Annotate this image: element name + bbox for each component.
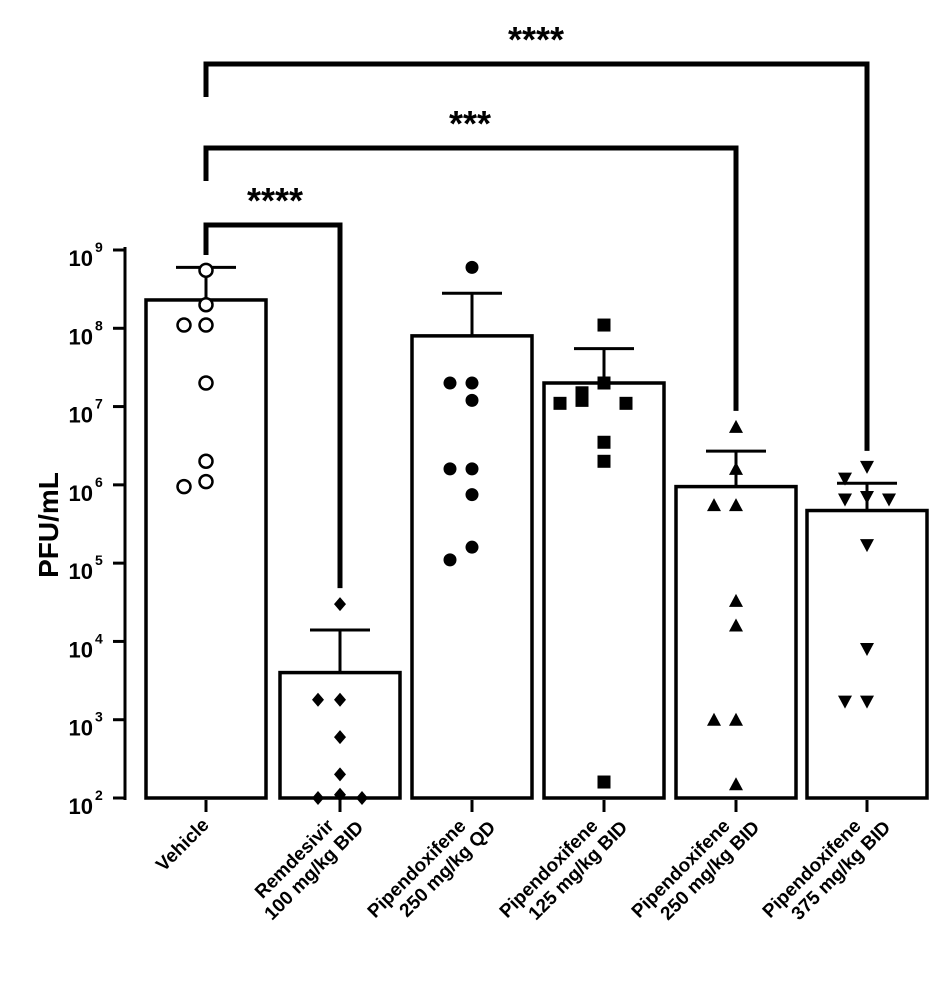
data-point <box>598 436 611 449</box>
y-tick-label: 10 <box>69 324 93 349</box>
y-tick-exponent: 5 <box>95 552 103 568</box>
data-point <box>620 397 633 410</box>
data-point <box>729 420 743 433</box>
data-point <box>200 475 213 488</box>
data-point <box>178 480 191 493</box>
significance-bracket <box>206 64 867 451</box>
data-point <box>200 298 213 311</box>
bar <box>676 487 796 798</box>
y-tick-label: 10 <box>69 481 93 506</box>
data-point <box>576 394 589 407</box>
y-tick-exponent: 9 <box>95 239 103 255</box>
data-point <box>882 494 896 507</box>
x-tick-label: Pipendoxifene375 mg/kg BID <box>759 802 895 938</box>
data-point <box>466 462 479 475</box>
x-tick-label: Pipendoxifene125 mg/kg BID <box>496 802 632 938</box>
data-point <box>334 597 346 611</box>
significance-label: *** <box>449 103 491 144</box>
y-tick-exponent: 6 <box>95 474 103 490</box>
data-point <box>860 491 874 504</box>
x-tick-label: Pipendoxifene250 mg/kg QD <box>364 802 500 938</box>
data-point <box>598 319 611 332</box>
data-point <box>729 462 743 475</box>
y-tick-label: 10 <box>69 559 93 584</box>
y-tick-exponent: 4 <box>95 630 103 646</box>
data-point <box>466 488 479 501</box>
y-tick-label: 10 <box>69 637 93 662</box>
data-point <box>444 377 457 390</box>
x-ticks: VehicleRemdesivir100 mg/kg BIDPipendoxif… <box>152 800 895 938</box>
data-point <box>838 494 852 507</box>
y-tick-exponent: 7 <box>95 396 103 412</box>
data-point <box>200 264 213 277</box>
x-tick-label: Remdesivir100 mg/kg BID <box>245 802 368 925</box>
data-point <box>466 377 479 390</box>
x-tick-label: Pipendoxifene250 mg/kg BID <box>628 802 764 938</box>
data-point <box>200 455 213 468</box>
significance-label: **** <box>247 180 303 221</box>
y-tick-exponent: 3 <box>95 709 103 725</box>
data-point <box>444 462 457 475</box>
data-point <box>200 377 213 390</box>
y-tick-label: 10 <box>69 246 93 271</box>
y-tick-label: 10 <box>69 794 93 819</box>
y-tick-label: 10 <box>69 716 93 741</box>
y-axis-label: PFU/mL <box>33 472 64 578</box>
data-point <box>466 261 479 274</box>
data-point <box>466 394 479 407</box>
bars <box>146 300 927 798</box>
data-point <box>598 776 611 789</box>
data-point <box>598 455 611 468</box>
y-tick-exponent: 8 <box>95 317 103 333</box>
data-point <box>598 377 611 390</box>
significance-label: **** <box>508 19 564 60</box>
data-point <box>200 319 213 332</box>
data-point <box>466 541 479 554</box>
y-tick-exponent: 2 <box>95 787 103 803</box>
y-tick-label: 10 <box>69 403 93 428</box>
data-point <box>178 319 191 332</box>
y-ticks: 102103104105106107108109 <box>69 239 125 819</box>
data-point <box>444 553 457 566</box>
data-point <box>860 461 874 474</box>
bar <box>146 300 266 798</box>
x-tick-label: Vehicle <box>152 815 213 876</box>
data-point <box>554 397 567 410</box>
